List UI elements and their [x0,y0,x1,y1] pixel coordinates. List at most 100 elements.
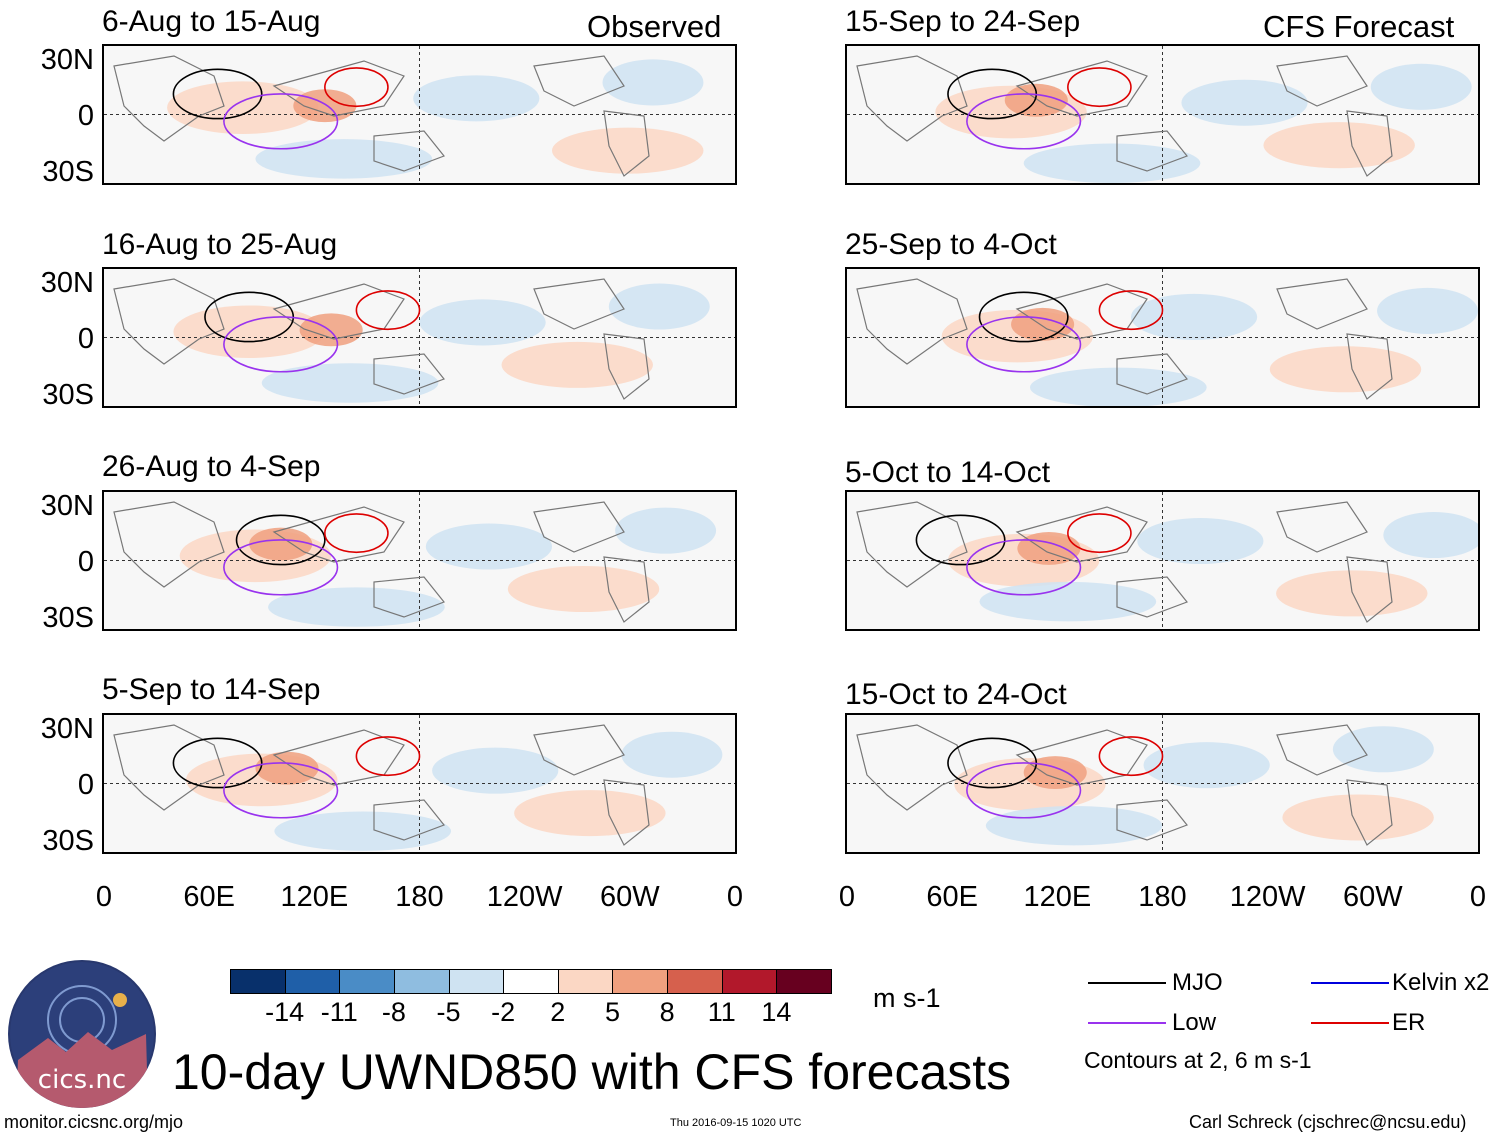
er-contour [1067,67,1132,108]
footer-url[interactable]: monitor.cicsnc.org/mjo [4,1112,184,1132]
colorbar-swatch [448,969,505,994]
y-tick-label: 0 [77,323,94,355]
mjo-contour [978,291,1069,343]
legend-low-line [1088,1022,1166,1024]
colorbar-tick-label: -14 [265,997,305,1027]
panel-title-7: 5-Oct to 14-Oct [845,456,1051,489]
continent-outline [1276,724,1368,776]
continent-outline [1346,333,1393,400]
anomaly-shading [432,747,559,794]
anomaly-shading [425,523,553,570]
low-contour [966,762,1082,819]
anomaly-shading [1137,518,1264,565]
colorbar-tick-label: 11 [707,997,736,1027]
er-contour [324,67,389,108]
panel-title-3: 26-Aug to 4-Sep [102,450,321,483]
continent-outline [603,556,650,623]
colorbar-swatch [339,969,395,994]
anomaly-shading [985,805,1163,846]
er-contour [355,290,421,331]
continent-outline [533,55,625,107]
panel-title-1: 6-Aug to 15-Aug [102,5,321,38]
colorbar-tick-label: -2 [491,997,516,1027]
colorbar-swatch [667,969,723,994]
continent-outline [1116,353,1188,395]
anomaly-shading [552,127,704,174]
anomaly-shading [1130,293,1258,340]
continent-outline [1015,506,1148,563]
anomaly-shading [255,751,319,785]
legend-mjo-line [1088,982,1166,984]
y-tick-label: 30N [40,490,94,522]
colorbar-swatch [503,969,559,994]
continent-outline [1015,60,1148,117]
map-panel-7 [845,490,1480,631]
anomaly-shading [1181,79,1308,126]
er-contour [355,736,421,777]
forecast-label: CFS Forecast [1263,9,1455,44]
anomaly-shading [274,811,452,851]
low-contour [223,316,339,373]
continent-outline [533,501,625,553]
anomaly-shading [615,507,717,554]
anomaly-shading [1377,287,1478,334]
continent-outline [272,506,405,563]
x-tick-label: 60E [926,881,978,913]
x-tick-label: 120E [280,881,349,913]
low-contour [223,762,339,819]
continent-outline [113,278,225,365]
mjo-contour [172,68,263,120]
anomaly-shading [1370,63,1472,110]
units-label: m s-1 [873,983,941,1013]
map-panel-1 [102,44,737,185]
y-tick-label: 30N [40,267,94,299]
continent-outline [1116,130,1188,172]
anomaly-shading [249,527,313,561]
continent-outline [272,60,405,117]
continent-outline [373,130,445,172]
map-panel-3 [102,490,737,631]
anomaly-shading [507,565,660,613]
continent-outline [1116,799,1188,841]
mjo-contour [172,737,263,789]
continent-outline [856,278,968,365]
continent-outline [373,576,445,618]
anomaly-shading [1282,794,1434,841]
y-tick-label: 0 [77,769,94,801]
y-tick-label: 30S [42,156,94,188]
map-panel-5 [845,44,1480,185]
observed-label: Observed [587,9,722,44]
low-contour [223,539,339,596]
er-contour [1098,736,1164,777]
x-tick-label: 0 [726,881,744,913]
contours-note: Contours at 2, 6 m s-1 [1084,1047,1312,1073]
colorbar-tick-label: 8 [659,997,675,1027]
map-panel-4 [102,713,737,854]
panel-title-4: 5-Sep to 14-Sep [102,673,321,706]
er-contour [324,513,389,554]
low-contour [966,316,1082,373]
colorbar-swatch [776,969,832,994]
continent-outline [1346,779,1393,846]
map-canvas-1 [104,46,735,183]
map-canvas-7 [847,492,1478,629]
anomaly-shading [979,581,1157,622]
continent-outline [1276,501,1368,553]
continent-outline [533,724,625,776]
anomaly-shading [255,139,433,179]
anomaly-shading [268,587,445,627]
map-canvas-3 [104,492,735,629]
continent-outline [1116,576,1188,618]
colorbar-swatch [230,969,286,994]
anomaly-shading [1030,367,1207,406]
y-tick-label: 30S [42,602,94,634]
low-contour [966,539,1082,596]
anomaly-shading [1383,512,1478,559]
x-tick-label: 120W [486,881,563,913]
legend-kelvin-line [1311,982,1389,984]
anomaly-shading [1276,570,1428,617]
continent-outline [603,110,650,177]
x-tick-label: 60W [1343,881,1403,913]
map-panel-6 [845,267,1480,408]
continent-outline [856,501,968,588]
